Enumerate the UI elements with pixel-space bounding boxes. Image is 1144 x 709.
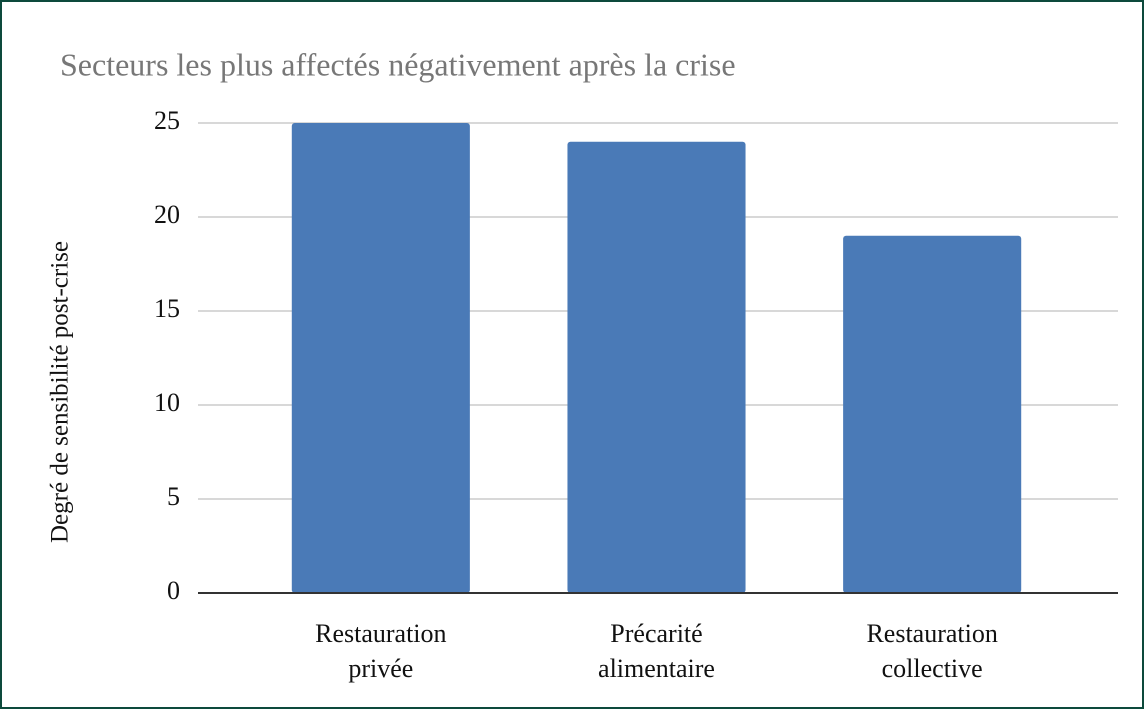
y-tick-label: 0 — [167, 576, 180, 605]
x-tick-label: Restauration collective — [866, 619, 998, 683]
chart-title: Secteurs les plus affectés négativement … — [60, 46, 736, 82]
bar — [291, 123, 470, 593]
y-tick-label: 15 — [154, 294, 180, 323]
y-tick-label: 10 — [154, 388, 180, 417]
y-tick-label: 20 — [154, 200, 180, 229]
y-tick-label: 5 — [167, 482, 180, 511]
y-axis-label: Degré de sensibilité post-crise — [47, 241, 74, 543]
bar — [567, 141, 746, 594]
bar — [843, 235, 1022, 594]
y-tick-label: 25 — [154, 106, 180, 135]
x-tick-label: Précarité alimentaire — [598, 619, 715, 683]
x-tick-label: Restauration privée — [315, 619, 447, 683]
